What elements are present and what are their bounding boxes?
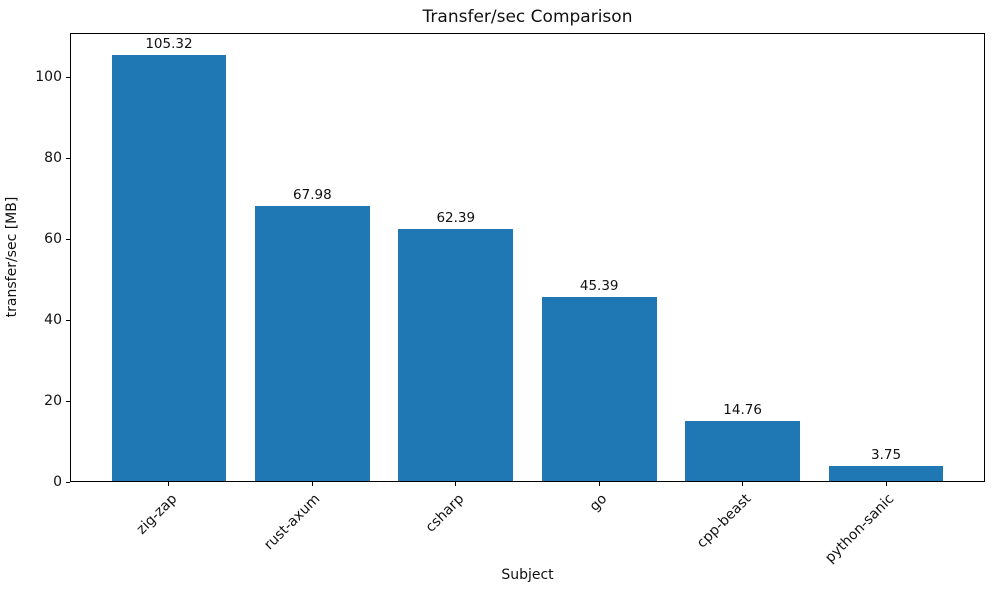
chart-title: Transfer/sec Comparison xyxy=(422,7,633,27)
y-tick-mark xyxy=(66,238,70,240)
bar-value-label: 14.76 xyxy=(723,402,762,419)
x-tick-label: zig-zap xyxy=(133,491,181,538)
bar-value-label: 105.32 xyxy=(145,35,193,52)
bar xyxy=(685,421,800,481)
x-tick-mark xyxy=(168,482,170,486)
bar xyxy=(398,228,514,481)
y-tick-label: 100 xyxy=(35,69,62,86)
y-tick-mark xyxy=(66,400,70,402)
bar xyxy=(828,465,944,481)
x-tick-label: cpp-beast xyxy=(693,491,754,552)
bar-value-label: 3.75 xyxy=(871,446,902,463)
bar-value-label: 62.39 xyxy=(436,209,476,226)
x-tick-mark xyxy=(598,482,600,486)
y-tick-mark xyxy=(66,319,70,321)
bar-value-label: 67.98 xyxy=(293,187,332,204)
y-tick-mark xyxy=(66,76,70,78)
x-tick-label: rust-axum xyxy=(261,491,324,554)
plot-area xyxy=(70,33,985,482)
y-tick-label: 80 xyxy=(44,150,62,167)
x-tick-mark xyxy=(455,482,457,486)
y-tick-mark xyxy=(66,481,70,483)
x-tick-label: csharp xyxy=(422,491,468,536)
bar-value-label: 45.39 xyxy=(579,278,619,295)
y-tick-label: 0 xyxy=(53,474,62,490)
y-tick-mark xyxy=(66,157,70,159)
x-tick-mark xyxy=(742,482,744,486)
bar xyxy=(111,54,227,481)
y-tick-label: 40 xyxy=(44,312,62,329)
y-tick-label: 20 xyxy=(44,393,62,410)
x-tick-label: go xyxy=(586,491,611,515)
bar xyxy=(541,297,657,481)
bar xyxy=(255,206,370,481)
x-axis-label: Subject xyxy=(501,567,554,583)
x-tick-mark xyxy=(885,482,887,486)
x-tick-mark xyxy=(311,482,313,486)
y-tick-label: 60 xyxy=(44,231,62,248)
x-tick-label: python-sanic xyxy=(822,491,898,567)
y-axis-label-text: transfer/sec [MB] xyxy=(4,196,20,318)
